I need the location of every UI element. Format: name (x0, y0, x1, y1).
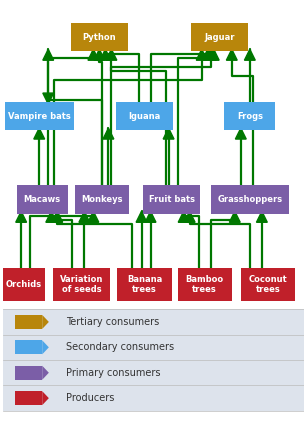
Polygon shape (34, 128, 45, 139)
FancyBboxPatch shape (71, 23, 128, 51)
Text: Fruit bats: Fruit bats (149, 195, 195, 204)
Text: Jaguar: Jaguar (205, 33, 235, 42)
Polygon shape (208, 49, 219, 60)
FancyBboxPatch shape (3, 360, 304, 385)
FancyBboxPatch shape (5, 102, 74, 131)
FancyBboxPatch shape (143, 185, 200, 213)
FancyBboxPatch shape (3, 385, 304, 411)
Polygon shape (46, 211, 57, 222)
FancyBboxPatch shape (3, 268, 45, 301)
Text: Banana
trees: Banana trees (127, 276, 162, 294)
FancyBboxPatch shape (75, 185, 130, 213)
Polygon shape (235, 128, 246, 139)
Polygon shape (196, 49, 207, 60)
Polygon shape (88, 49, 99, 60)
Text: Coconut
trees: Coconut trees (248, 276, 287, 294)
Polygon shape (42, 315, 49, 329)
FancyBboxPatch shape (53, 268, 110, 301)
Polygon shape (184, 211, 195, 222)
Text: Python: Python (83, 33, 116, 42)
Text: Orchids: Orchids (6, 280, 42, 289)
FancyBboxPatch shape (178, 268, 232, 301)
FancyBboxPatch shape (3, 309, 304, 335)
Polygon shape (42, 391, 49, 405)
Text: Variation
of seeds: Variation of seeds (60, 276, 103, 294)
Text: Frogs: Frogs (237, 112, 263, 120)
Polygon shape (226, 49, 237, 60)
Polygon shape (16, 211, 26, 222)
Text: Monkeys: Monkeys (82, 195, 123, 204)
Polygon shape (136, 211, 147, 222)
Polygon shape (202, 49, 213, 60)
Text: Macaws: Macaws (24, 195, 61, 204)
Polygon shape (257, 211, 267, 222)
FancyBboxPatch shape (191, 23, 248, 51)
Polygon shape (145, 211, 156, 222)
Polygon shape (94, 49, 105, 60)
FancyBboxPatch shape (117, 268, 171, 301)
FancyBboxPatch shape (211, 185, 289, 213)
Polygon shape (43, 93, 54, 104)
FancyBboxPatch shape (15, 315, 42, 329)
Polygon shape (42, 340, 49, 354)
Polygon shape (52, 211, 63, 222)
Polygon shape (230, 211, 240, 222)
Polygon shape (42, 366, 49, 380)
Polygon shape (106, 49, 117, 60)
Polygon shape (178, 211, 189, 222)
Polygon shape (43, 49, 54, 60)
FancyBboxPatch shape (116, 102, 173, 131)
Polygon shape (163, 128, 174, 139)
FancyBboxPatch shape (15, 366, 42, 380)
Polygon shape (103, 128, 114, 139)
Text: Grasshoppers: Grasshoppers (217, 195, 282, 204)
Polygon shape (244, 49, 255, 60)
Text: Primary consumers: Primary consumers (66, 368, 161, 378)
Polygon shape (100, 49, 111, 60)
FancyBboxPatch shape (17, 185, 68, 213)
FancyBboxPatch shape (15, 391, 42, 405)
Text: Bamboo
trees: Bamboo trees (186, 276, 224, 294)
FancyBboxPatch shape (15, 340, 42, 354)
Polygon shape (88, 211, 99, 222)
FancyBboxPatch shape (224, 102, 275, 131)
FancyBboxPatch shape (241, 268, 295, 301)
Text: Tertiary consumers: Tertiary consumers (66, 317, 160, 327)
Polygon shape (205, 49, 216, 60)
Text: Producers: Producers (66, 393, 115, 403)
FancyBboxPatch shape (3, 335, 304, 360)
Text: Vampire bats: Vampire bats (8, 112, 71, 120)
Text: Iguana: Iguana (128, 112, 161, 120)
Text: Secondary consumers: Secondary consumers (66, 343, 174, 352)
Polygon shape (79, 211, 90, 222)
